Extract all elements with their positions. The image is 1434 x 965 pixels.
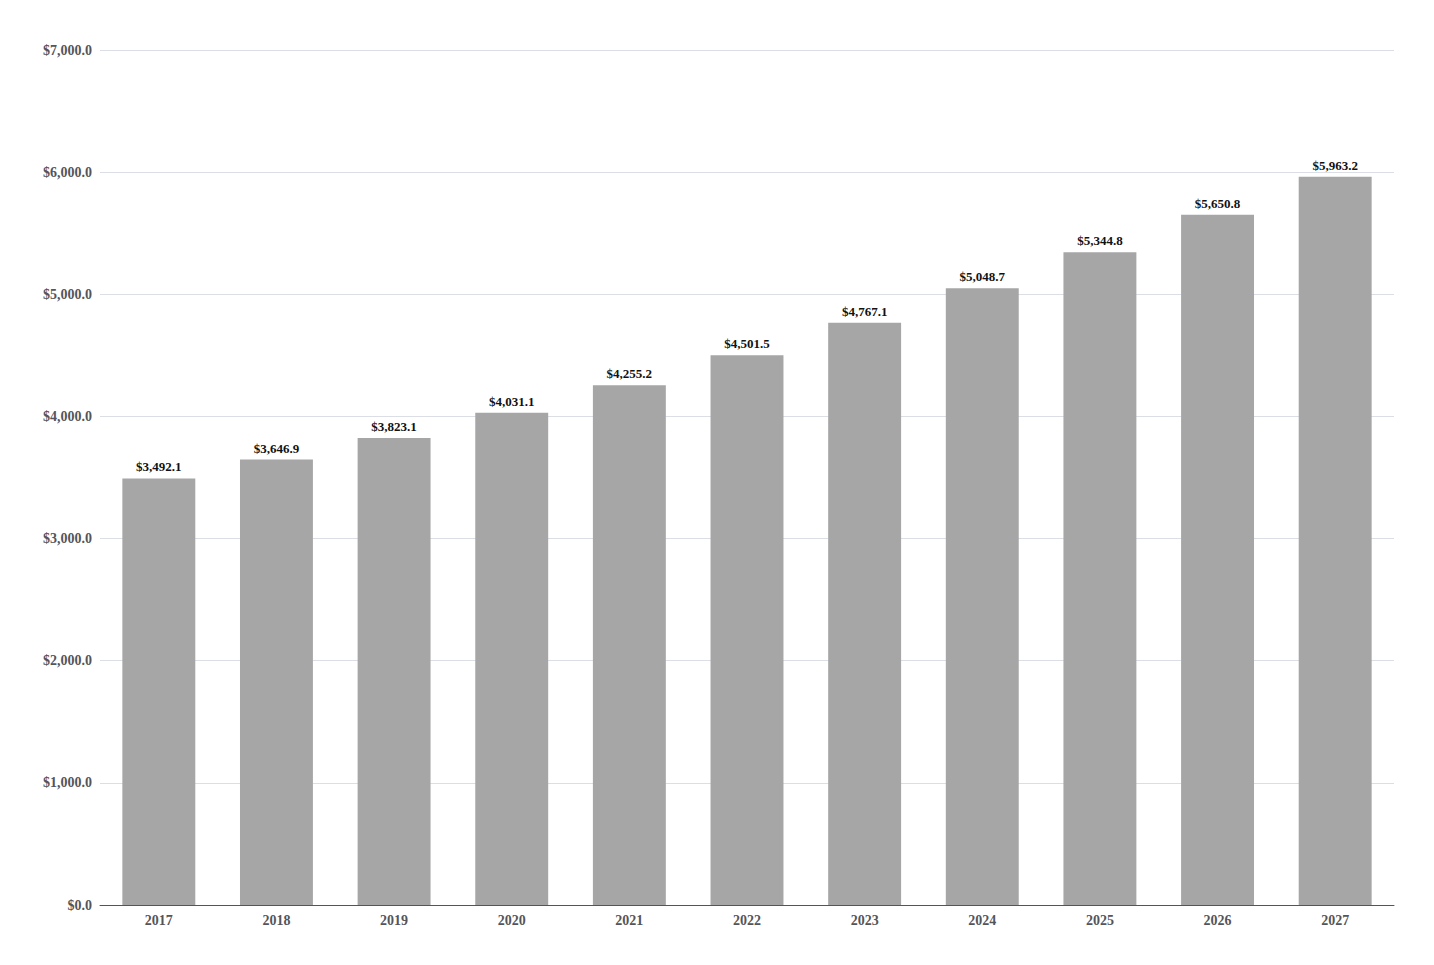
- svg-text:2021: 2021: [615, 913, 643, 928]
- svg-text:$5,048.7: $5,048.7: [960, 269, 1006, 284]
- svg-text:2022: 2022: [733, 913, 761, 928]
- svg-text:$6,000.0: $6,000.0: [43, 165, 92, 180]
- svg-text:$3,646.9: $3,646.9: [254, 441, 300, 456]
- svg-text:$4,031.1: $4,031.1: [489, 394, 535, 409]
- svg-text:2027: 2027: [1321, 913, 1349, 928]
- svg-text:2025: 2025: [1086, 913, 1114, 928]
- svg-text:$5,000.0: $5,000.0: [43, 287, 92, 302]
- svg-text:$3,000.0: $3,000.0: [43, 531, 92, 546]
- svg-text:$4,000.0: $4,000.0: [43, 409, 92, 424]
- svg-text:$2,000.0: $2,000.0: [43, 653, 92, 668]
- svg-text:$4,767.1: $4,767.1: [842, 304, 888, 319]
- svg-text:2024: 2024: [968, 913, 996, 928]
- svg-text:2023: 2023: [851, 913, 879, 928]
- svg-text:$3,823.1: $3,823.1: [371, 419, 417, 434]
- svg-text:$1,000.0: $1,000.0: [43, 775, 92, 790]
- svg-text:$4,255.2: $4,255.2: [607, 366, 653, 381]
- svg-text:$4,501.5: $4,501.5: [724, 336, 770, 351]
- svg-text:$3,492.1: $3,492.1: [136, 459, 182, 474]
- svg-text:2018: 2018: [262, 913, 290, 928]
- svg-text:$5,344.8: $5,344.8: [1077, 233, 1123, 248]
- svg-text:2026: 2026: [1204, 913, 1232, 928]
- svg-text:$5,963.2: $5,963.2: [1312, 158, 1358, 173]
- svg-text:2020: 2020: [498, 913, 526, 928]
- svg-text:$5,650.8: $5,650.8: [1195, 196, 1241, 211]
- svg-text:2019: 2019: [380, 913, 408, 928]
- svg-text:2017: 2017: [145, 913, 173, 928]
- svg-text:$7,000.0: $7,000.0: [43, 43, 92, 58]
- svg-text:$0.0: $0.0: [68, 898, 93, 913]
